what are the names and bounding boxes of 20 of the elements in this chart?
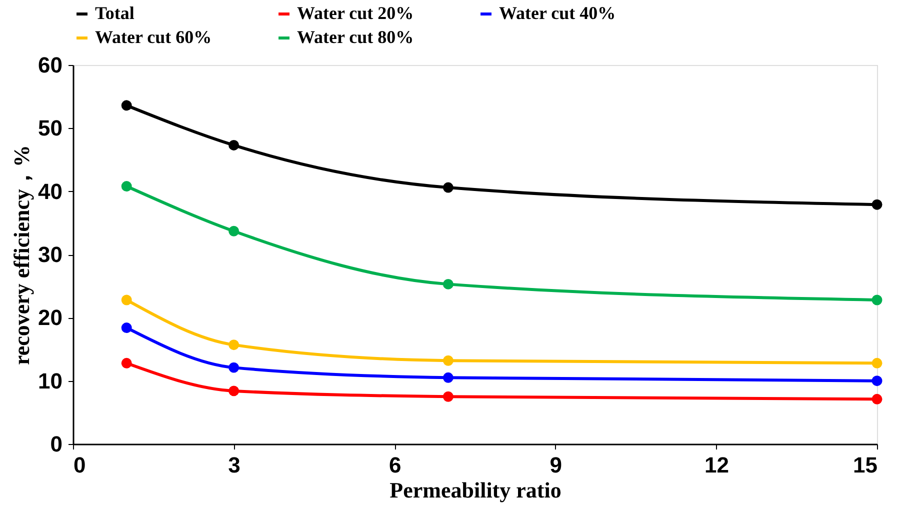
legend-label: Water cut 20%	[297, 3, 414, 23]
y-tick-label: 40	[38, 178, 62, 204]
y-tick-label: 30	[38, 242, 62, 267]
x-tick-label: 6	[388, 452, 402, 478]
x-axis-title: Permeability ratio	[390, 478, 562, 502]
y-tick-label: 10	[38, 368, 62, 394]
legend-label: Water cut 40%	[499, 3, 616, 23]
legend-label: Water cut 60%	[95, 27, 212, 47]
x-tick-label: 9	[550, 452, 562, 478]
y-tick-label: 50	[38, 116, 62, 141]
legend-label: Water cut 80%	[297, 27, 414, 47]
x-tick-label: 0	[74, 452, 86, 478]
x-tick-label: 12	[704, 452, 729, 478]
y-axis-title: recovery efficiency，%	[9, 144, 34, 366]
legend-label: Total	[95, 3, 134, 23]
y-tick-label: 0	[50, 432, 62, 456]
y-tick-label: 60	[38, 52, 62, 78]
x-tick-label: 15	[853, 452, 878, 478]
y-tick-label: 20	[38, 305, 62, 330]
x-tick-label: 3	[228, 452, 240, 478]
